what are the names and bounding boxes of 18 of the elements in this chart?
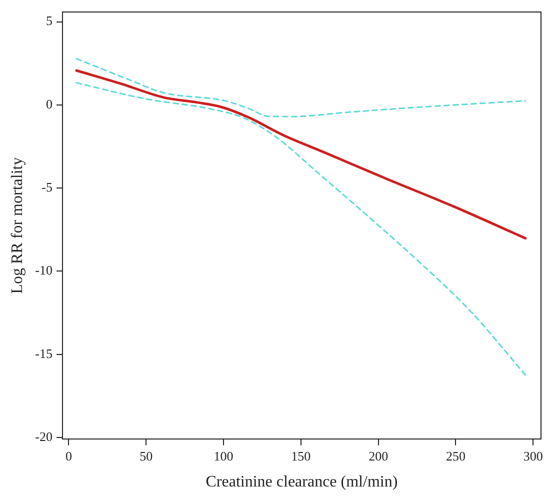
y-tick-label: 0: [46, 96, 53, 112]
y-tick-label: -10: [35, 262, 53, 278]
line-series: [75, 69, 527, 240]
x-tick-label: 200: [368, 448, 388, 464]
line-series: [76, 82, 526, 376]
x-tick-label: 300: [523, 448, 543, 464]
x-tick-label: 100: [214, 448, 234, 464]
y-axis-title: Log RR for mortality: [8, 157, 26, 294]
x-axis-title: Creatinine clearance (ml/min): [206, 474, 398, 491]
line-series: [76, 58, 526, 118]
y-tick-label: -20: [35, 428, 53, 444]
x-tick-label: 150: [291, 448, 311, 464]
y-tick-label: -15: [35, 346, 53, 361]
x-tick-label: 50: [140, 448, 153, 464]
x-tick-label: 0: [65, 448, 72, 464]
x-tick-label: 250: [446, 448, 466, 464]
y-tick-label: 5: [46, 13, 53, 28]
y-tick-label: -5: [42, 180, 53, 195]
